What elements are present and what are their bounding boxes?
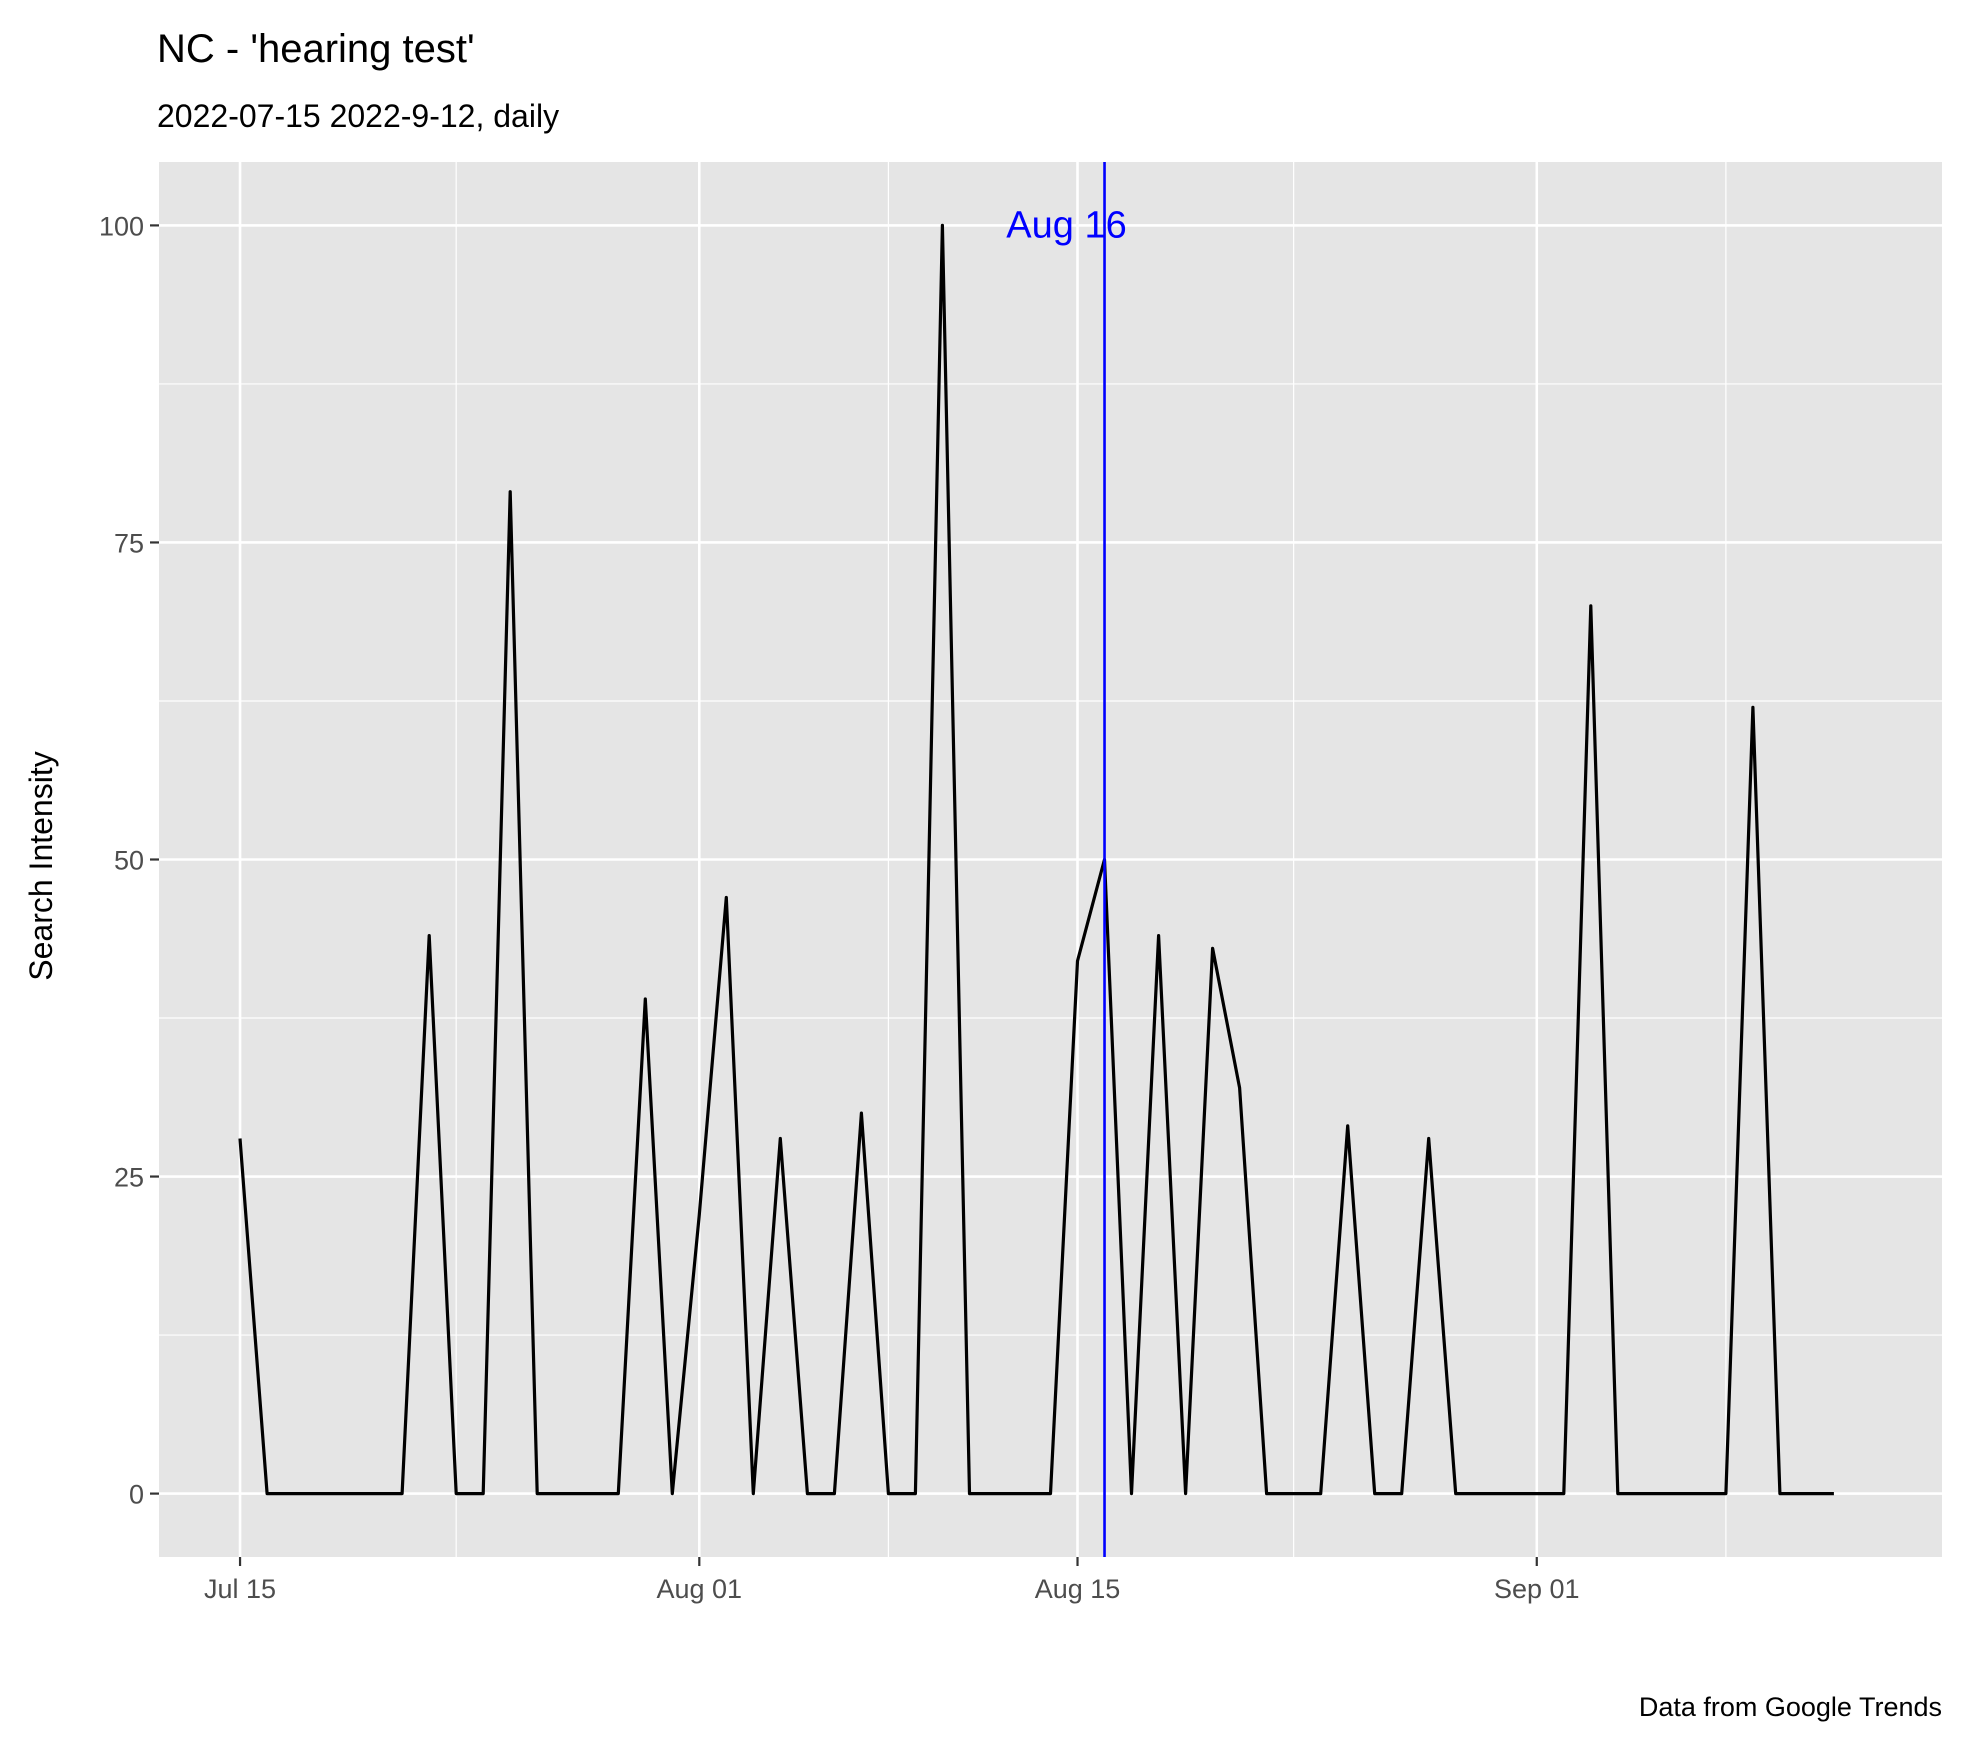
annotation-label: Aug 16 [1006, 204, 1126, 246]
y-tick-label: 75 [114, 528, 144, 558]
y-tick-label: 25 [114, 1163, 144, 1193]
axes: 0 25 50 75 100 Jul 15 Aug 01 Aug 15 Sep 01 [99, 211, 1580, 1604]
chart-title: NC - 'hearing test' [157, 27, 475, 71]
x-tick-label: Aug 15 [1035, 1574, 1121, 1604]
y-tick-label: 100 [99, 211, 144, 241]
x-tick-label: Sep 01 [1494, 1574, 1580, 1604]
series-line [238, 223, 1834, 1496]
annotation-layer: Aug 16 [1006, 162, 1127, 1557]
chart-subtitle: 2022-07-15 2022-9-12, daily [157, 98, 559, 134]
chart-caption: Data from Google Trends [1639, 1692, 1942, 1722]
x-tick-label: Jul 15 [204, 1574, 276, 1604]
series-layer [238, 223, 1834, 1496]
x-tick-label: Aug 01 [657, 1574, 743, 1604]
y-axis-title: Search Intensity [23, 751, 59, 980]
y-tick-label: 0 [129, 1480, 144, 1510]
y-tick-label: 50 [114, 846, 144, 876]
